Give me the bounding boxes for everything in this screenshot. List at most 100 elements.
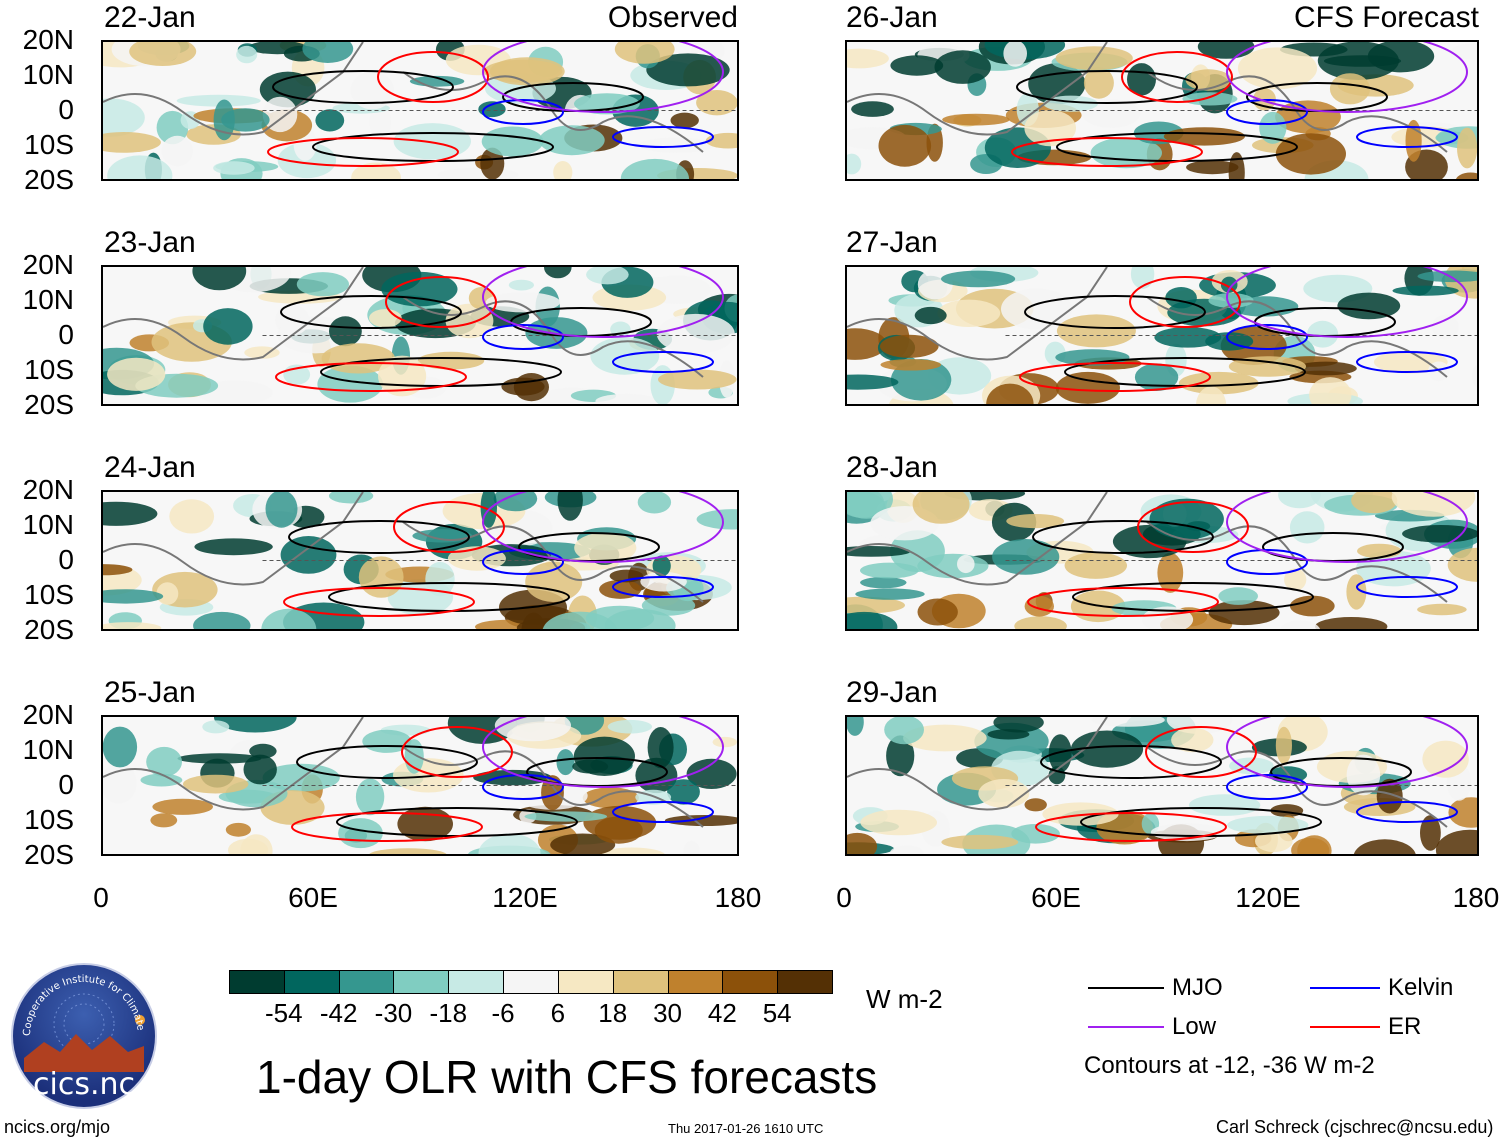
panel-date: 24-Jan [104, 451, 196, 484]
olr-blob [103, 726, 138, 768]
olr-blob [1024, 595, 1054, 617]
olr-blob [1280, 620, 1321, 629]
olr-map [845, 40, 1479, 181]
colorbar-tick-label: 42 [707, 998, 737, 1028]
olr-blob [1055, 371, 1120, 404]
olr-blob [574, 532, 637, 564]
olr-blob [192, 267, 247, 291]
colorbar-swatch [338, 970, 395, 994]
legend-swatch-kelvin [1310, 987, 1380, 989]
lat-label: 10S [24, 579, 74, 610]
olr-blob [847, 492, 885, 518]
footer-timestamp: Thu 2017-01-26 1610 UTC [668, 1121, 824, 1136]
olr-blob [1422, 740, 1469, 778]
panel-date: 25-Jan [104, 676, 196, 709]
olr-blob [647, 727, 674, 769]
olr-blob [369, 309, 402, 328]
olr-blob [1001, 288, 1073, 330]
olr-blob [860, 562, 919, 579]
olr-map [101, 490, 739, 631]
legend-note: Contours at -12, -36 W m-2 [1084, 1052, 1375, 1079]
lat-label: 10N [22, 284, 74, 315]
er-contour [1145, 726, 1257, 778]
mjo-contour [1032, 520, 1214, 554]
olr-map [101, 715, 739, 856]
olr-blob [886, 735, 915, 777]
legend-swatch-er [1310, 1026, 1380, 1028]
kelvin-contour [482, 549, 564, 575]
olr-blob [1417, 270, 1477, 283]
olr-blob [480, 147, 505, 179]
olr-blob [847, 48, 889, 69]
footer-author: Carl Schreck (cjschrec@ncsu.edu) [1216, 1117, 1494, 1137]
colorbar-swatch [283, 970, 340, 994]
lat-label: 10N [22, 734, 74, 765]
olr-blob [265, 492, 298, 528]
olr-blob [914, 306, 947, 325]
olr-blob [639, 137, 715, 153]
olr-blob [1259, 111, 1287, 144]
olr-blob [445, 303, 494, 339]
olr-blob [485, 292, 561, 313]
olr-blob [1055, 46, 1133, 71]
olr-blob [847, 328, 887, 360]
legend-swatch-low [1088, 1026, 1164, 1028]
kelvin-contour [1356, 126, 1458, 148]
colorbar-tick-label: -30 [374, 998, 413, 1028]
lat-label: 20N [22, 24, 74, 55]
olr-blob [1353, 839, 1416, 854]
olr-blob [214, 717, 297, 733]
olr-blob [213, 161, 255, 175]
olr-blob [620, 158, 689, 179]
olr-blob [1157, 552, 1184, 593]
olr-blob [329, 316, 362, 347]
kelvin-contour [1226, 99, 1308, 125]
olr-blob [525, 561, 583, 603]
coastline [402, 746, 704, 828]
olr-blob [1006, 514, 1065, 529]
er-contour [275, 362, 467, 392]
olr-blob [1315, 617, 1388, 629]
lon-label: 0 [836, 882, 852, 913]
olr-blob [146, 746, 182, 777]
olr-blob [1228, 356, 1306, 377]
olr-blob [483, 59, 563, 83]
olr-blob [103, 98, 145, 137]
olr-blob [1024, 798, 1047, 812]
olr-blob [1448, 797, 1477, 828]
colorbar-swatch [229, 970, 285, 994]
olr-blob [1351, 492, 1398, 514]
olr-blob [847, 717, 864, 736]
olr-blob [350, 71, 394, 110]
low-contour [1226, 42, 1468, 113]
olr-blob [1295, 361, 1357, 376]
panel-date: 28-Jan [846, 451, 938, 484]
olr-blob [1284, 568, 1307, 591]
olr-blob [494, 717, 571, 742]
olr-blob [1064, 552, 1127, 579]
olr-blob [712, 736, 737, 748]
coastline [103, 42, 364, 136]
olr-blob [912, 492, 970, 524]
olr-blob [362, 729, 412, 753]
colorbar-swatch [393, 970, 450, 994]
olr-blob [103, 501, 158, 526]
kelvin-contour [1356, 801, 1458, 823]
kelvin-contour [482, 774, 564, 800]
low-contour [1226, 267, 1468, 338]
coastline [1146, 746, 1448, 828]
olr-blob [1317, 42, 1399, 80]
olr-blob [683, 840, 700, 854]
olr-blob [1471, 364, 1477, 388]
mjo-contour [296, 745, 478, 779]
olr-blob [1056, 314, 1136, 348]
olr-blob [1028, 63, 1086, 105]
olr-blob [1208, 293, 1254, 308]
olr-blob [317, 365, 383, 403]
olr-blob [860, 809, 937, 836]
olr-blob [103, 589, 164, 604]
er-contour [385, 276, 497, 328]
olr-blob [156, 110, 189, 145]
panel-date: 22-Jan [104, 1, 196, 34]
kelvin-contour [612, 801, 714, 823]
